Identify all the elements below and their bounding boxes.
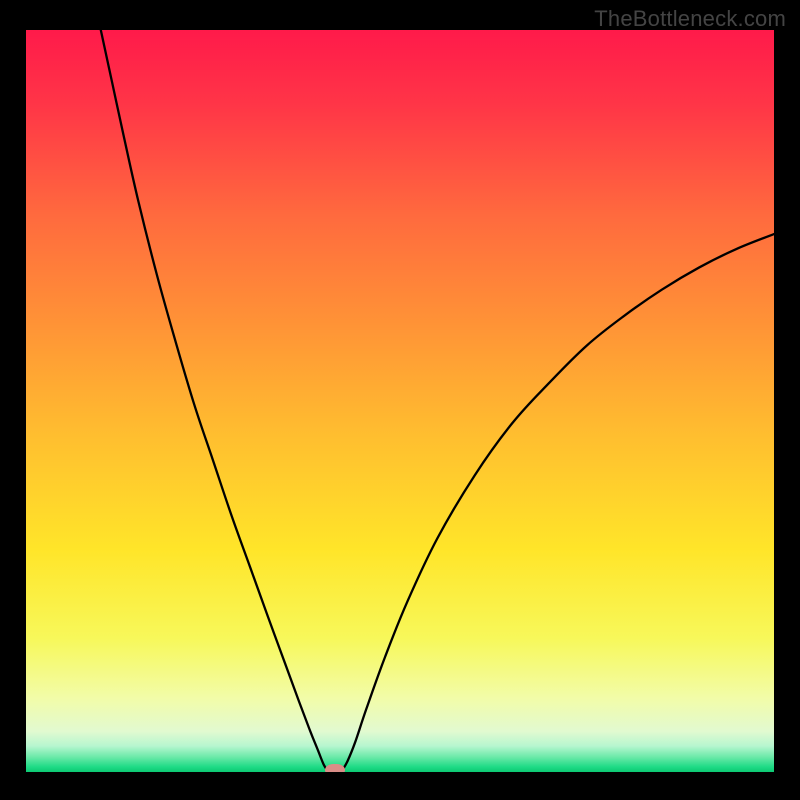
watermark-text: TheBottleneck.com — [594, 6, 786, 32]
minimum-marker — [325, 764, 345, 772]
chart-curve — [26, 30, 774, 772]
chart-plot-area — [26, 30, 774, 772]
curve-left-branch — [101, 30, 328, 770]
curve-right-branch — [342, 234, 774, 770]
